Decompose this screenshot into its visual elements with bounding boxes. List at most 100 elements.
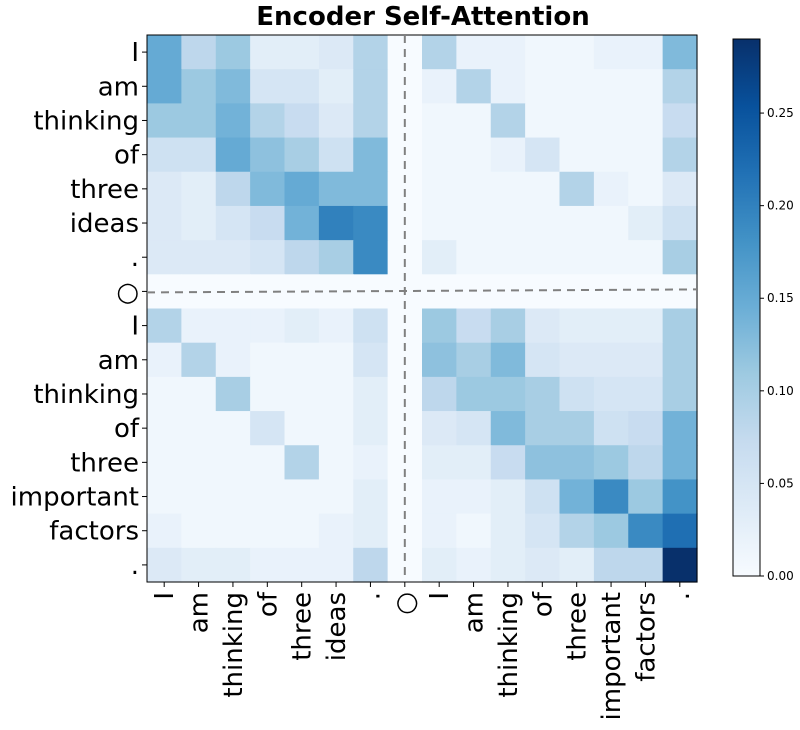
heatmap-cell	[353, 35, 389, 70]
heatmap-cell	[215, 308, 251, 344]
heatmap-cell	[318, 240, 354, 275]
y-tick-label: .	[131, 551, 139, 581]
heatmap-cell	[353, 513, 389, 549]
heatmap-cell	[318, 171, 354, 207]
heatmap-cell	[215, 479, 251, 515]
heatmap-cell	[593, 411, 629, 446]
heatmap-cell	[353, 479, 389, 515]
heatmap-cell	[250, 240, 286, 275]
heatmap-cell	[559, 513, 595, 549]
heatmap-cell	[525, 103, 561, 139]
heatmap-cell	[181, 205, 217, 241]
heatmap-cell	[215, 137, 251, 173]
heatmap-cell	[628, 35, 664, 70]
x-tick-label: three	[288, 592, 318, 661]
heatmap-cell	[593, 103, 629, 139]
heatmap-cell	[181, 35, 217, 70]
heatmap-cell	[559, 376, 595, 412]
y-tick-label: three	[70, 175, 139, 205]
heatmap-cell	[628, 411, 664, 446]
heatmap-cell	[628, 103, 664, 139]
colorbar	[732, 38, 761, 577]
colorbar-tick-label: 0.15	[767, 291, 794, 305]
heatmap-cell	[559, 547, 595, 583]
heatmap-cell	[147, 103, 182, 139]
heatmap-cell	[559, 69, 595, 104]
heatmap-cell	[490, 35, 526, 70]
x-tick-label: of	[253, 591, 283, 617]
heatmap-cell	[284, 240, 320, 275]
heatmap-cell	[250, 35, 286, 70]
heatmap-cell	[559, 445, 595, 481]
x-tick-label: am	[460, 592, 490, 633]
heatmap-cell	[559, 274, 595, 310]
heatmap-cell	[284, 376, 320, 412]
heatmap-cell	[422, 411, 457, 446]
heatmap-cell	[559, 171, 595, 207]
heatmap-cells	[147, 35, 698, 583]
heatmap-cell	[456, 342, 492, 378]
heatmap-cell	[628, 479, 664, 515]
heatmap-cell	[456, 274, 492, 310]
heatmap-cell	[181, 137, 217, 173]
heatmap-cell	[147, 342, 182, 378]
heatmap-cell	[318, 137, 354, 173]
heatmap-cell	[628, 376, 664, 412]
heatmap-cell	[456, 240, 492, 275]
heatmap-cell	[387, 308, 423, 344]
heatmap-cell	[593, 479, 629, 515]
heatmap-cell	[318, 376, 354, 412]
y-tick-label: I	[131, 312, 139, 342]
heatmap-cell	[662, 205, 698, 241]
heatmap-cell	[181, 171, 217, 207]
heatmap-cell	[215, 445, 251, 481]
heatmap-cell	[318, 205, 354, 241]
heatmap-cell	[662, 308, 698, 344]
colorbar-ticks: 0.00 0.05 0.10 0.15 0.20 0.25	[760, 106, 794, 583]
heatmap-cell	[353, 205, 389, 241]
heatmap-cell	[490, 205, 526, 241]
heatmap-cell	[181, 342, 217, 378]
heatmap-cell	[559, 479, 595, 515]
heatmap-cell	[284, 205, 320, 241]
heatmap-cell	[318, 445, 354, 481]
heatmap-cell	[147, 547, 182, 583]
y-tick-label: ideas	[70, 209, 139, 239]
heatmap-cell	[559, 205, 595, 241]
heatmap-cell	[490, 240, 526, 275]
heatmap-cell	[559, 240, 595, 275]
heatmap-cell	[490, 376, 526, 412]
heatmap-cell	[525, 411, 561, 446]
separator-lines	[146, 35, 698, 582]
heatmap-cell	[662, 240, 698, 275]
heatmap-cell	[559, 342, 595, 378]
heatmap-cell	[422, 445, 457, 481]
x-tick-label: thinking	[219, 592, 249, 698]
heatmap-cell	[181, 445, 217, 481]
heatmap-cell	[181, 411, 217, 446]
heatmap-cell	[353, 240, 389, 275]
heatmap-cell	[525, 274, 561, 310]
heatmap-cell	[353, 547, 389, 583]
x-tick-label: of	[528, 591, 558, 617]
heatmap-cell	[456, 35, 492, 70]
heatmap-cell	[456, 103, 492, 139]
y-tick-label: of	[114, 141, 140, 171]
heatmap-cell	[318, 342, 354, 378]
heatmap-cell	[559, 137, 595, 173]
heatmap-cell	[525, 137, 561, 173]
heatmap-cell	[181, 479, 217, 515]
heatmap-cell	[147, 240, 182, 275]
heatmap-cell	[662, 342, 698, 378]
x-tick-label: factors	[631, 592, 661, 682]
heatmap-cell	[422, 137, 457, 173]
heatmap-cell	[181, 69, 217, 104]
heatmap-cell	[593, 69, 629, 104]
heatmap-cell	[147, 376, 182, 412]
heatmap-cell	[422, 308, 457, 344]
heatmap-cell	[662, 445, 698, 481]
heatmap-cell	[490, 308, 526, 344]
heatmap-cell	[353, 376, 389, 412]
